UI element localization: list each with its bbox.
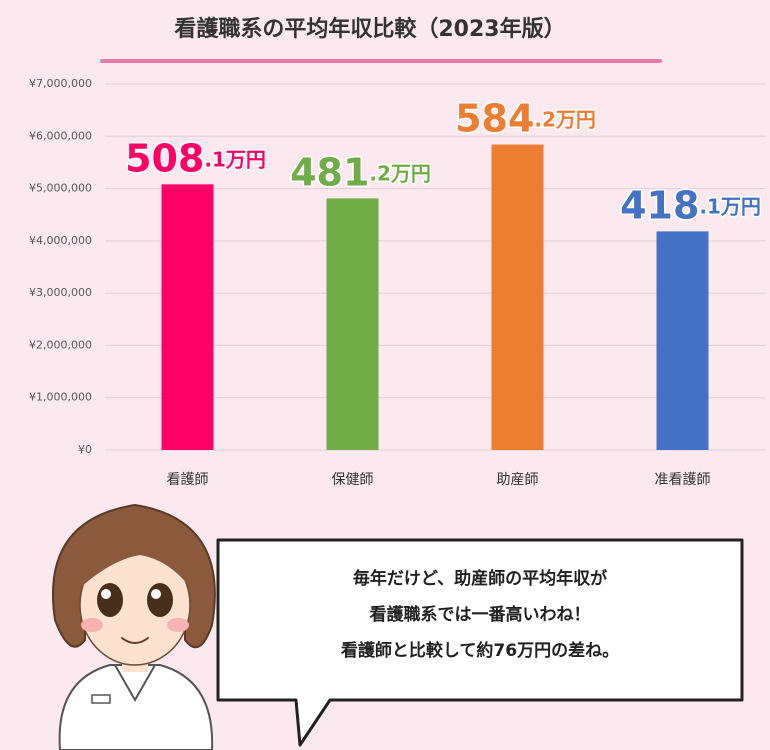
speech-line: 毎年だけど、助産師の平均年収が [353,568,607,589]
speech-bubble [216,538,744,747]
value-label: 508.1万円 [125,136,266,180]
bar [491,144,544,450]
value-label: 418.1万円 [620,183,761,227]
speech-line: 看護職系では一番高いわね！ [369,604,591,625]
bar [326,198,379,450]
bar [161,184,214,450]
value-label: 584.2万円 [455,96,596,140]
y-tick-label: ¥6,000,000 [29,129,92,142]
value-label: 481.2万円 [290,150,431,194]
bar [656,231,709,450]
x-tick-label: 准看護師 [655,472,711,488]
y-tick-label: ¥0 [78,443,92,456]
x-tick-label: 看護師 [167,472,209,488]
plot: ¥0 ¥1,000,000 ¥2,000,000 ¥3,000,000 ¥4,000,0… [29,77,765,488]
y-tick-label: ¥1,000,000 [29,391,92,404]
nurse-illustration [51,503,216,750]
speech-line: 看護師と比較して約76万円の差ね。 [340,640,619,661]
x-tick-label: 保健師 [332,472,374,488]
y-tick-label: ¥5,000,000 [29,182,92,195]
y-tick-label: ¥3,000,000 [29,286,92,299]
y-tick-label: ¥7,000,000 [29,77,92,90]
y-tick-label: ¥2,000,000 [29,338,92,351]
chart-title: 看護職系の平均年収比較（2023年版） [174,16,565,42]
y-tick-label: ¥4,000,000 [29,234,92,247]
x-tick-label: 助産師 [497,472,539,488]
